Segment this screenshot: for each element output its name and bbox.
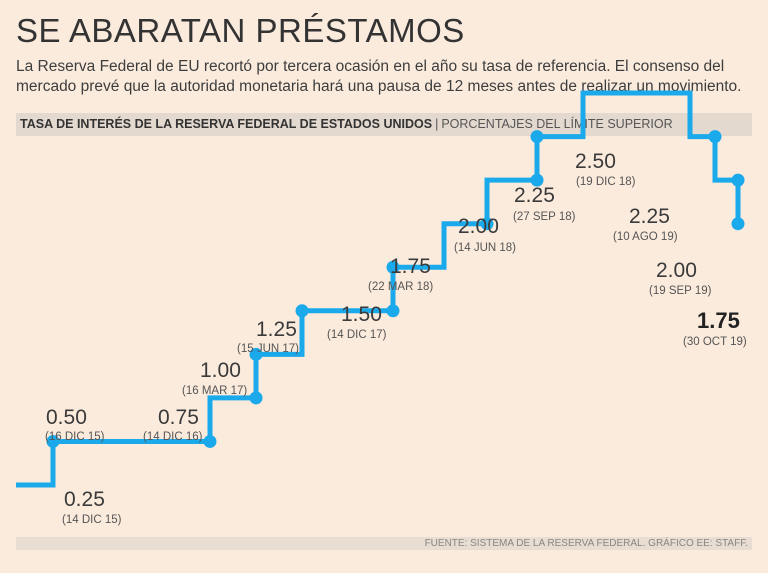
point-dot-1-00 [249, 347, 263, 361]
value-label: 1.00 [200, 359, 241, 382]
date-label: (22 MAR 18) [368, 281, 433, 293]
source-band: FUENTE: SISTEMA DE LA RESERVA FEDERAL. G… [16, 537, 752, 550]
chart-header-title: TASA DE INTERÉS DE LA RESERVA FEDERAL DE… [20, 117, 433, 131]
date-label: (16 DIC 15) [45, 431, 105, 443]
date-label: (19 DIC 18) [576, 176, 636, 188]
value-label: 1.50 [341, 303, 382, 326]
date-label: (14 DIC 15) [62, 514, 122, 526]
point-dot-2-00 [530, 173, 544, 187]
value-label: 2.25 [514, 184, 555, 207]
value-label: 2.00 [458, 215, 499, 238]
value-label: 2.25 [629, 205, 670, 228]
point-dot-0-75-b [249, 391, 263, 405]
date-label: (14 DIC 17) [327, 329, 387, 341]
point-dot-0-75 [203, 434, 217, 448]
point-dot-1-50-a [386, 304, 400, 318]
date-label: (19 SEP 19) [649, 285, 712, 297]
value-label: 0.25 [64, 488, 105, 511]
value-label: 2.50 [575, 150, 616, 173]
point-dot-1-75-cut [731, 217, 745, 231]
chart-subtitle: La Reserva Federal de EU recortó por ter… [16, 58, 742, 95]
point-dot-2-25-cut [708, 130, 722, 144]
date-label: (16 MAR 17) [182, 385, 247, 397]
point-dot-2-25 [530, 130, 544, 144]
chart-header-separator: | [435, 117, 439, 131]
value-label: 1.25 [256, 318, 297, 341]
point-dot-2-00-cut [731, 173, 745, 187]
value-label: 1.75 [697, 308, 740, 333]
date-label: (27 SEP 18) [513, 211, 576, 223]
date-label: (14 DIC 16) [143, 431, 203, 443]
date-label: (15 JUN 17) [237, 343, 299, 355]
point-dot-1-25 [295, 304, 309, 318]
chart-header-unit: PORCENTAJES DEL LÍMITE SUPERIOR [441, 117, 673, 131]
date-label: (14 JUN 18) [454, 242, 516, 254]
value-label: 1.75 [390, 255, 431, 278]
point-dot-1-50 [386, 260, 400, 274]
value-label: 2.00 [656, 259, 697, 282]
date-label: (10 AGO 19) [613, 231, 678, 243]
value-label: 0.50 [46, 406, 87, 429]
chart-header-band: TASA DE INTERÉS DE LA RESERVA FEDERAL DE… [16, 113, 752, 136]
date-label: (30 OCT 19) [683, 336, 747, 348]
rate-line [16, 90, 741, 488]
value-label: 0.75 [158, 406, 199, 429]
source-note: FUENTE: SISTEMA DE LA RESERVA FEDERAL. G… [424, 538, 748, 549]
point-dot-0-50 [46, 434, 60, 448]
point-dot-1-75 [480, 217, 494, 231]
chart-title: SE ABARATAN PRÉSTAMOS [16, 12, 465, 49]
